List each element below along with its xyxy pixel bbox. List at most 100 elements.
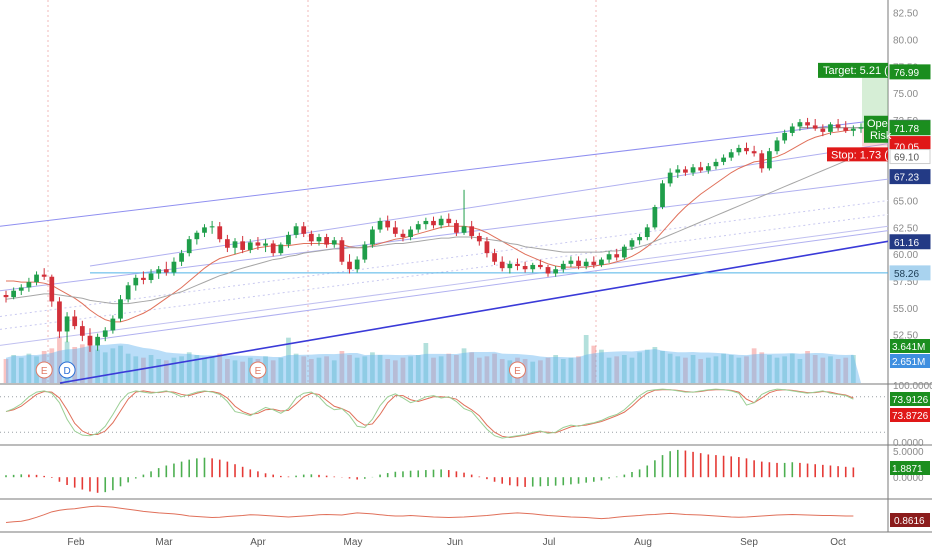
price-tick-label: 60.00	[893, 250, 918, 261]
price-label-text: 67.23	[894, 173, 919, 184]
stop-label: Stop: 1.73 (	[831, 149, 888, 161]
volume-bar	[797, 359, 803, 383]
candle-body	[324, 237, 329, 245]
candle-body	[705, 166, 711, 171]
candle-body	[102, 330, 108, 337]
volume-bar	[370, 352, 375, 383]
candle-body	[26, 282, 32, 288]
volume-bar	[469, 352, 475, 383]
volume-bar	[553, 355, 559, 383]
price-label-67.23: 67.23	[889, 169, 931, 185]
price-label-bg	[889, 120, 931, 136]
candle-body	[400, 233, 406, 238]
volume-bar	[339, 351, 345, 383]
price-label-text: 71.78	[894, 124, 919, 135]
candle-body	[515, 263, 520, 267]
candle-body	[675, 169, 681, 173]
oscillator-pane: 0.8616	[5, 505, 930, 527]
volume-bar	[805, 351, 810, 383]
moving-average-0	[6, 129, 854, 323]
candle-body	[377, 220, 383, 230]
candle-body	[858, 127, 864, 129]
volume-bar	[225, 359, 230, 383]
target-label: Target: 5.21 (	[823, 65, 888, 77]
volume-bar	[423, 343, 429, 383]
candle-body	[41, 274, 47, 277]
event-marker-3: E	[508, 361, 526, 379]
candle-body	[232, 241, 238, 248]
volume-bar	[476, 357, 482, 383]
candle-body	[217, 226, 223, 240]
volume-bars	[3, 335, 861, 383]
volume-bar	[286, 337, 291, 383]
volume-bar	[705, 357, 711, 383]
volume-bar	[26, 353, 32, 383]
candle-body	[789, 126, 795, 133]
month-label-oct: Oct	[830, 537, 846, 548]
volume-bar	[125, 353, 131, 383]
stoch-d-label: 73.8726	[892, 411, 929, 422]
month-label-feb: Feb	[67, 537, 85, 548]
candle-body	[49, 276, 55, 302]
month-label-aug: Aug	[634, 537, 652, 548]
open-risk-bg	[864, 115, 888, 143]
volume-bar	[560, 359, 566, 383]
price-tick-label: 55.00	[893, 304, 918, 315]
stoch-tick-bottom: 0.0000	[893, 438, 924, 449]
candle-body	[637, 237, 642, 241]
candle-body	[553, 269, 559, 274]
volume-bar	[209, 356, 215, 383]
volume-bar	[57, 336, 62, 383]
risk-label: Risk	[870, 130, 892, 142]
volume-bar	[568, 357, 574, 383]
candle-body	[767, 151, 772, 169]
candle-body	[797, 122, 803, 127]
volume-bar	[690, 355, 696, 383]
candle-body	[644, 227, 650, 238]
candle-body	[148, 273, 154, 280]
candle-body	[385, 220, 391, 228]
candle-body	[469, 226, 475, 236]
volume-bar	[744, 356, 749, 383]
stoch-d-label-bg	[890, 408, 930, 422]
channel-line-4	[0, 214, 889, 330]
volume-bar	[202, 357, 207, 383]
candle-body	[438, 218, 444, 226]
candle-body	[652, 206, 658, 228]
candle-body	[560, 263, 566, 270]
volume-bar	[171, 357, 177, 383]
volume-bar	[232, 360, 238, 383]
candle-body	[507, 263, 513, 269]
candle-body	[576, 260, 581, 267]
volume-bar	[79, 344, 85, 383]
x-axis: Feb Mar Apr May Jun Jul Aug Sep Oct	[67, 537, 846, 548]
volume-bar	[767, 355, 772, 383]
candle-body	[683, 169, 688, 173]
volume-bar	[141, 357, 146, 383]
stoch-k-label-bg	[890, 392, 930, 406]
volume-bar	[110, 348, 116, 383]
volume-bar	[591, 345, 597, 383]
volume-bar	[652, 347, 658, 383]
volume-bar	[194, 355, 200, 383]
month-label-jul: Jul	[543, 537, 556, 548]
candle-body	[423, 220, 429, 225]
volume-bar	[538, 360, 543, 383]
channel-line-0	[0, 118, 889, 227]
candle-body	[286, 234, 291, 245]
candle-body	[186, 239, 192, 254]
price-label-bg	[889, 169, 931, 185]
candle-body	[141, 277, 146, 280]
candle-body	[392, 227, 398, 234]
candle-body	[133, 277, 139, 286]
hist-label: 1.8871	[892, 464, 923, 475]
volume-bar	[11, 355, 17, 383]
event-label: E	[255, 366, 262, 377]
candle-body	[583, 261, 589, 267]
volume-label-bg	[890, 354, 930, 368]
volume-bar	[18, 357, 24, 383]
candle-body	[95, 336, 100, 346]
